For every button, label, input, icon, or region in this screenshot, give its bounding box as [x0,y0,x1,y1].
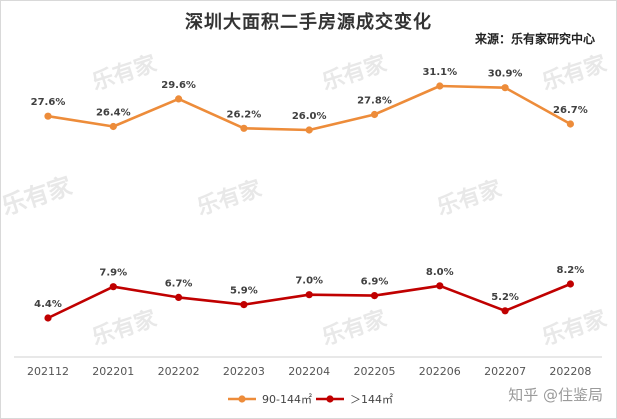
data-point [175,95,183,103]
data-point [240,124,248,132]
data-point [44,314,52,322]
data-label: 7.0% [295,276,323,287]
data-label: 7.9% [99,268,127,279]
data-label: 5.2% [491,292,519,303]
data-point [240,301,248,309]
svg-text:乐有家: 乐有家 [539,50,611,95]
chart-source: 来源：乐有家研究中心 [474,32,595,46]
data-label: 6.9% [361,277,389,288]
x-axis-ticks: 202112 202201 202202 202203 202204 202205 2022… [27,365,591,378]
svg-text:乐有家: 乐有家 [89,50,161,95]
data-label: 26.0% [292,111,327,122]
data-point [109,122,117,131]
legend-swatch-marker [326,395,334,403]
data-point [370,292,379,300]
data-label: 5.9% [230,286,258,297]
data-label: 4.4% [34,299,62,310]
data-label: 8.0% [426,267,454,278]
data-label: 8.2% [557,265,585,276]
data-point [109,283,117,291]
x-tick-label: 202202 [158,365,200,378]
chart-title: 深圳大面积二手房源成交变化 [185,12,432,33]
data-label: 26.7% [553,105,588,116]
legend: 90-144㎡ ＞144㎡ [228,393,393,406]
x-tick-label: 202208 [549,365,591,378]
data-label: 26.2% [227,109,262,120]
svg-text:乐有家: 乐有家 [0,172,75,221]
data-point [501,84,509,92]
data-point [44,112,52,120]
x-tick-label: 202201 [92,365,134,378]
x-tick-label: 202112 [27,365,69,378]
data-label: 27.8% [357,96,392,107]
data-label: 6.7% [165,278,193,289]
data-point [566,120,575,128]
series-layer: 27.6% 26.4% 29.6% 26.2% 26.0% 27.8% 31.1% 30.9%… [31,67,588,322]
x-tick-label: 202203 [223,365,265,378]
data-label: 26.4% [96,108,131,119]
data-point [370,110,379,119]
legend-swatch-marker [238,395,246,403]
x-tick-label: 202206 [419,365,461,378]
data-label: 30.9% [488,69,523,80]
data-label: 27.6% [31,97,66,108]
x-tick-label: 202205 [354,365,396,378]
svg-text:乐有家: 乐有家 [89,305,161,350]
legend-label: 90-144㎡ [262,393,312,406]
svg-text:乐有家: 乐有家 [194,175,266,220]
data-point [175,293,183,301]
data-label: 31.1% [422,67,457,78]
data-point [305,126,313,134]
data-point [501,307,509,315]
x-tick-label: 202204 [288,365,330,378]
x-tick-label: 202207 [484,365,526,378]
data-point [436,282,444,290]
data-label: 29.6% [161,80,196,91]
data-point [305,291,313,299]
svg-text:乐有家: 乐有家 [319,50,391,95]
legend-label: ＞144㎡ [350,393,393,406]
svg-text:乐有家: 乐有家 [539,305,611,350]
data-point [436,82,444,90]
svg-text:乐有家: 乐有家 [434,175,506,220]
svg-text:乐有家: 乐有家 [319,305,391,350]
data-point [566,280,575,288]
